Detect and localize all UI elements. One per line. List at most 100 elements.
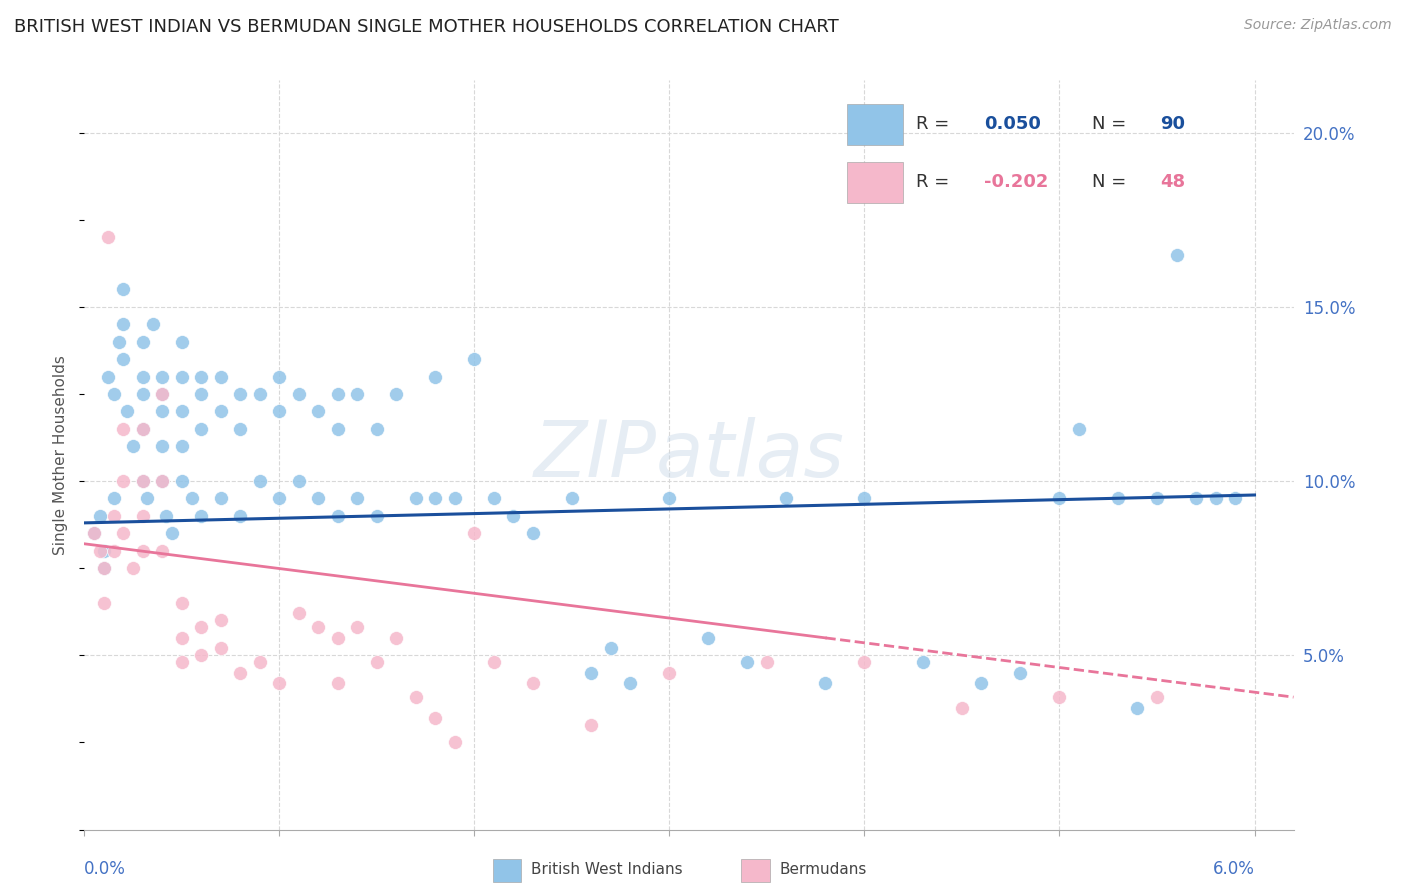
Point xyxy=(1010,665,1032,680)
Point xyxy=(326,387,349,401)
Point xyxy=(190,387,212,401)
Point xyxy=(326,508,349,523)
Point xyxy=(229,508,252,523)
Point xyxy=(170,334,193,349)
Point xyxy=(93,543,115,558)
Point xyxy=(160,526,183,541)
Point xyxy=(122,561,145,575)
Point xyxy=(117,404,139,418)
Point xyxy=(170,369,193,384)
Y-axis label: Single Mother Households: Single Mother Households xyxy=(53,355,69,555)
Point xyxy=(853,491,876,506)
Point xyxy=(1126,700,1149,714)
Point xyxy=(209,404,232,418)
Point xyxy=(170,631,193,645)
Point xyxy=(619,676,641,690)
Point xyxy=(155,508,177,523)
Point xyxy=(444,735,467,749)
Point xyxy=(288,474,311,488)
Point xyxy=(482,655,505,669)
Point xyxy=(132,422,155,436)
Point xyxy=(326,422,349,436)
Point xyxy=(150,474,173,488)
Point xyxy=(103,491,125,506)
Point xyxy=(132,387,155,401)
Point xyxy=(1146,690,1168,705)
Point xyxy=(346,620,368,634)
Point xyxy=(269,676,291,690)
Point xyxy=(103,543,125,558)
Point xyxy=(103,508,125,523)
Point xyxy=(112,317,135,331)
Point xyxy=(658,665,681,680)
Point xyxy=(346,387,368,401)
Point xyxy=(482,491,505,506)
Point xyxy=(463,526,485,541)
Point xyxy=(1049,491,1071,506)
Text: British West Indians: British West Indians xyxy=(531,863,682,877)
Point xyxy=(249,387,271,401)
Text: 0.0%: 0.0% xyxy=(84,860,127,878)
Point xyxy=(814,676,837,690)
Point xyxy=(170,439,193,453)
Text: Bermudans: Bermudans xyxy=(779,863,868,877)
Point xyxy=(1166,247,1188,261)
Point xyxy=(970,676,993,690)
Point xyxy=(190,648,212,663)
Point xyxy=(405,690,427,705)
Point xyxy=(132,508,155,523)
Point xyxy=(1067,422,1090,436)
Point xyxy=(229,387,252,401)
Point xyxy=(658,491,681,506)
Point xyxy=(132,422,155,436)
Point xyxy=(93,561,115,575)
Point xyxy=(697,631,720,645)
Point xyxy=(150,387,173,401)
Point xyxy=(135,491,157,506)
Point xyxy=(132,334,155,349)
Bar xyxy=(492,859,522,882)
Point xyxy=(209,369,232,384)
Point xyxy=(1049,690,1071,705)
Point xyxy=(150,474,173,488)
Point xyxy=(83,526,105,541)
Point xyxy=(307,491,329,506)
Point xyxy=(190,620,212,634)
Point xyxy=(229,665,252,680)
Point xyxy=(150,543,173,558)
Point xyxy=(112,526,135,541)
Point xyxy=(366,655,388,669)
Point xyxy=(229,422,252,436)
Point xyxy=(853,655,876,669)
Bar xyxy=(741,859,770,882)
Point xyxy=(307,404,329,418)
Point xyxy=(775,491,797,506)
Point xyxy=(288,387,311,401)
Point xyxy=(425,491,447,506)
Point xyxy=(209,491,232,506)
Point xyxy=(425,369,447,384)
Point xyxy=(425,711,447,725)
Point xyxy=(581,718,603,732)
Point xyxy=(132,474,155,488)
Point xyxy=(170,596,193,610)
Point xyxy=(269,404,291,418)
Point xyxy=(103,387,125,401)
Point xyxy=(150,439,173,453)
Point xyxy=(522,676,544,690)
Point xyxy=(132,543,155,558)
Point xyxy=(1185,491,1208,506)
Point xyxy=(112,352,135,367)
Point xyxy=(190,369,212,384)
Point xyxy=(209,641,232,656)
Point xyxy=(326,631,349,645)
Point xyxy=(249,655,271,669)
Point xyxy=(180,491,202,506)
Point xyxy=(190,508,212,523)
Point xyxy=(112,282,135,296)
Point xyxy=(269,491,291,506)
Point xyxy=(1223,491,1246,506)
Point xyxy=(150,404,173,418)
Point xyxy=(170,474,193,488)
Point xyxy=(142,317,165,331)
